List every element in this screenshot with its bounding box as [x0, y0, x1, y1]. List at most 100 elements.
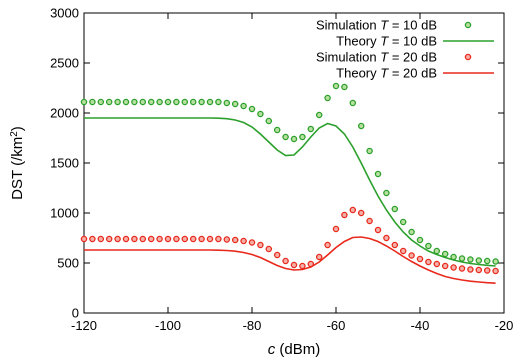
data-point [458, 265, 466, 272]
data-point [189, 235, 197, 243]
data-point [206, 98, 214, 106]
data-point [131, 98, 138, 106]
data-point [240, 237, 247, 245]
legend-label: Theory T = 10 dB [336, 34, 437, 49]
x-axis-variable: c [268, 341, 276, 358]
legend-label-suffix: = 10 dB [388, 34, 437, 49]
legend-entry: Simulation T = 20 dB [316, 50, 472, 65]
data-point [97, 235, 105, 243]
data-point [231, 100, 239, 108]
data-point [105, 235, 113, 243]
series-layer [80, 82, 499, 284]
y-axis-label-sup: 2 [9, 131, 20, 137]
x-tick-label: -60 [327, 318, 346, 333]
series-2 [80, 206, 499, 275]
data-point [156, 235, 163, 243]
legend-entry: Theory T = 20 dB [336, 66, 494, 81]
data-point [324, 94, 331, 102]
data-point [483, 267, 491, 274]
y-tick-label: 1500 [50, 156, 79, 171]
y-axis-label-end: ) [9, 126, 26, 131]
legend-point-sample [464, 53, 472, 61]
data-point [433, 260, 441, 268]
x-axis-unit: (dBm) [275, 341, 320, 358]
y-tick-label: 2500 [50, 56, 79, 71]
x-tick-label: -40 [411, 318, 430, 333]
data-point [458, 255, 466, 262]
data-point [299, 262, 306, 270]
y-axis-label-main: DST (/km [9, 137, 26, 200]
legend-label: Simulation T = 10 dB [316, 18, 437, 33]
y-tick-label: 3000 [50, 6, 79, 21]
data-point [114, 98, 121, 106]
series-line [84, 117, 496, 267]
y-tick-label: 2000 [50, 106, 79, 121]
data-point [341, 83, 348, 91]
legend-label-var: T [380, 34, 389, 49]
y-tick-label: 0 [72, 306, 79, 321]
data-point [467, 256, 474, 263]
data-point [265, 117, 273, 125]
data-point [425, 258, 432, 266]
data-point [164, 98, 172, 106]
x-tick-label: -80 [243, 318, 262, 333]
data-point [257, 241, 264, 249]
data-point [198, 235, 205, 243]
legend-entry: Simulation T = 10 dB [316, 18, 472, 33]
legend-label-var: T [380, 18, 389, 33]
legend-label-suffix: = 20 dB [388, 50, 437, 65]
series-1 [84, 117, 496, 267]
legend-point-sample [464, 21, 472, 29]
series-3 [84, 236, 496, 284]
data-point [215, 235, 222, 243]
data-point [299, 133, 306, 141]
data-point [349, 99, 357, 107]
data-point [122, 235, 130, 243]
legend-label-var: T [380, 66, 389, 81]
data-point [416, 255, 424, 263]
data-point [147, 235, 155, 243]
x-tick-label: -20 [495, 318, 514, 333]
data-point [282, 257, 289, 265]
data-point [273, 126, 281, 134]
legend-label-var: T [380, 50, 389, 65]
plot-area [80, 12, 505, 314]
data-point [80, 98, 88, 106]
x-tick-label: -100 [155, 318, 181, 333]
data-point [290, 261, 298, 269]
data-point [433, 247, 441, 255]
data-point [349, 206, 357, 214]
data-point [173, 98, 180, 106]
legend-label-prefix: Theory [336, 66, 380, 81]
legend-label-prefix: Simulation [316, 18, 380, 33]
data-point [80, 235, 88, 243]
data-point [290, 135, 298, 143]
data-point [181, 98, 189, 106]
data-point [206, 235, 214, 243]
x-tick-label: -120 [71, 318, 97, 333]
data-point [89, 98, 96, 106]
data-point [399, 218, 407, 226]
legend-label: Simulation T = 20 dB [316, 50, 437, 65]
data-point [374, 226, 382, 234]
data-point [189, 98, 197, 106]
data-point [315, 111, 323, 119]
x-tick-labels: -120 -100 -80 -60 -40 -20 [71, 318, 513, 333]
data-point [416, 236, 424, 244]
data-point [383, 234, 390, 242]
data-point [366, 217, 373, 225]
data-point [408, 252, 415, 259]
data-point [198, 98, 205, 106]
data-point [257, 110, 264, 118]
data-point [475, 266, 483, 274]
data-point [366, 147, 373, 155]
data-point [181, 235, 189, 243]
data-point [282, 133, 289, 141]
data-point [105, 98, 113, 106]
legend-label-prefix: Simulation [316, 50, 380, 65]
data-point [97, 98, 105, 106]
data-point [307, 125, 315, 133]
data-point [122, 98, 130, 106]
data-point [391, 241, 399, 249]
data-point [467, 266, 474, 273]
